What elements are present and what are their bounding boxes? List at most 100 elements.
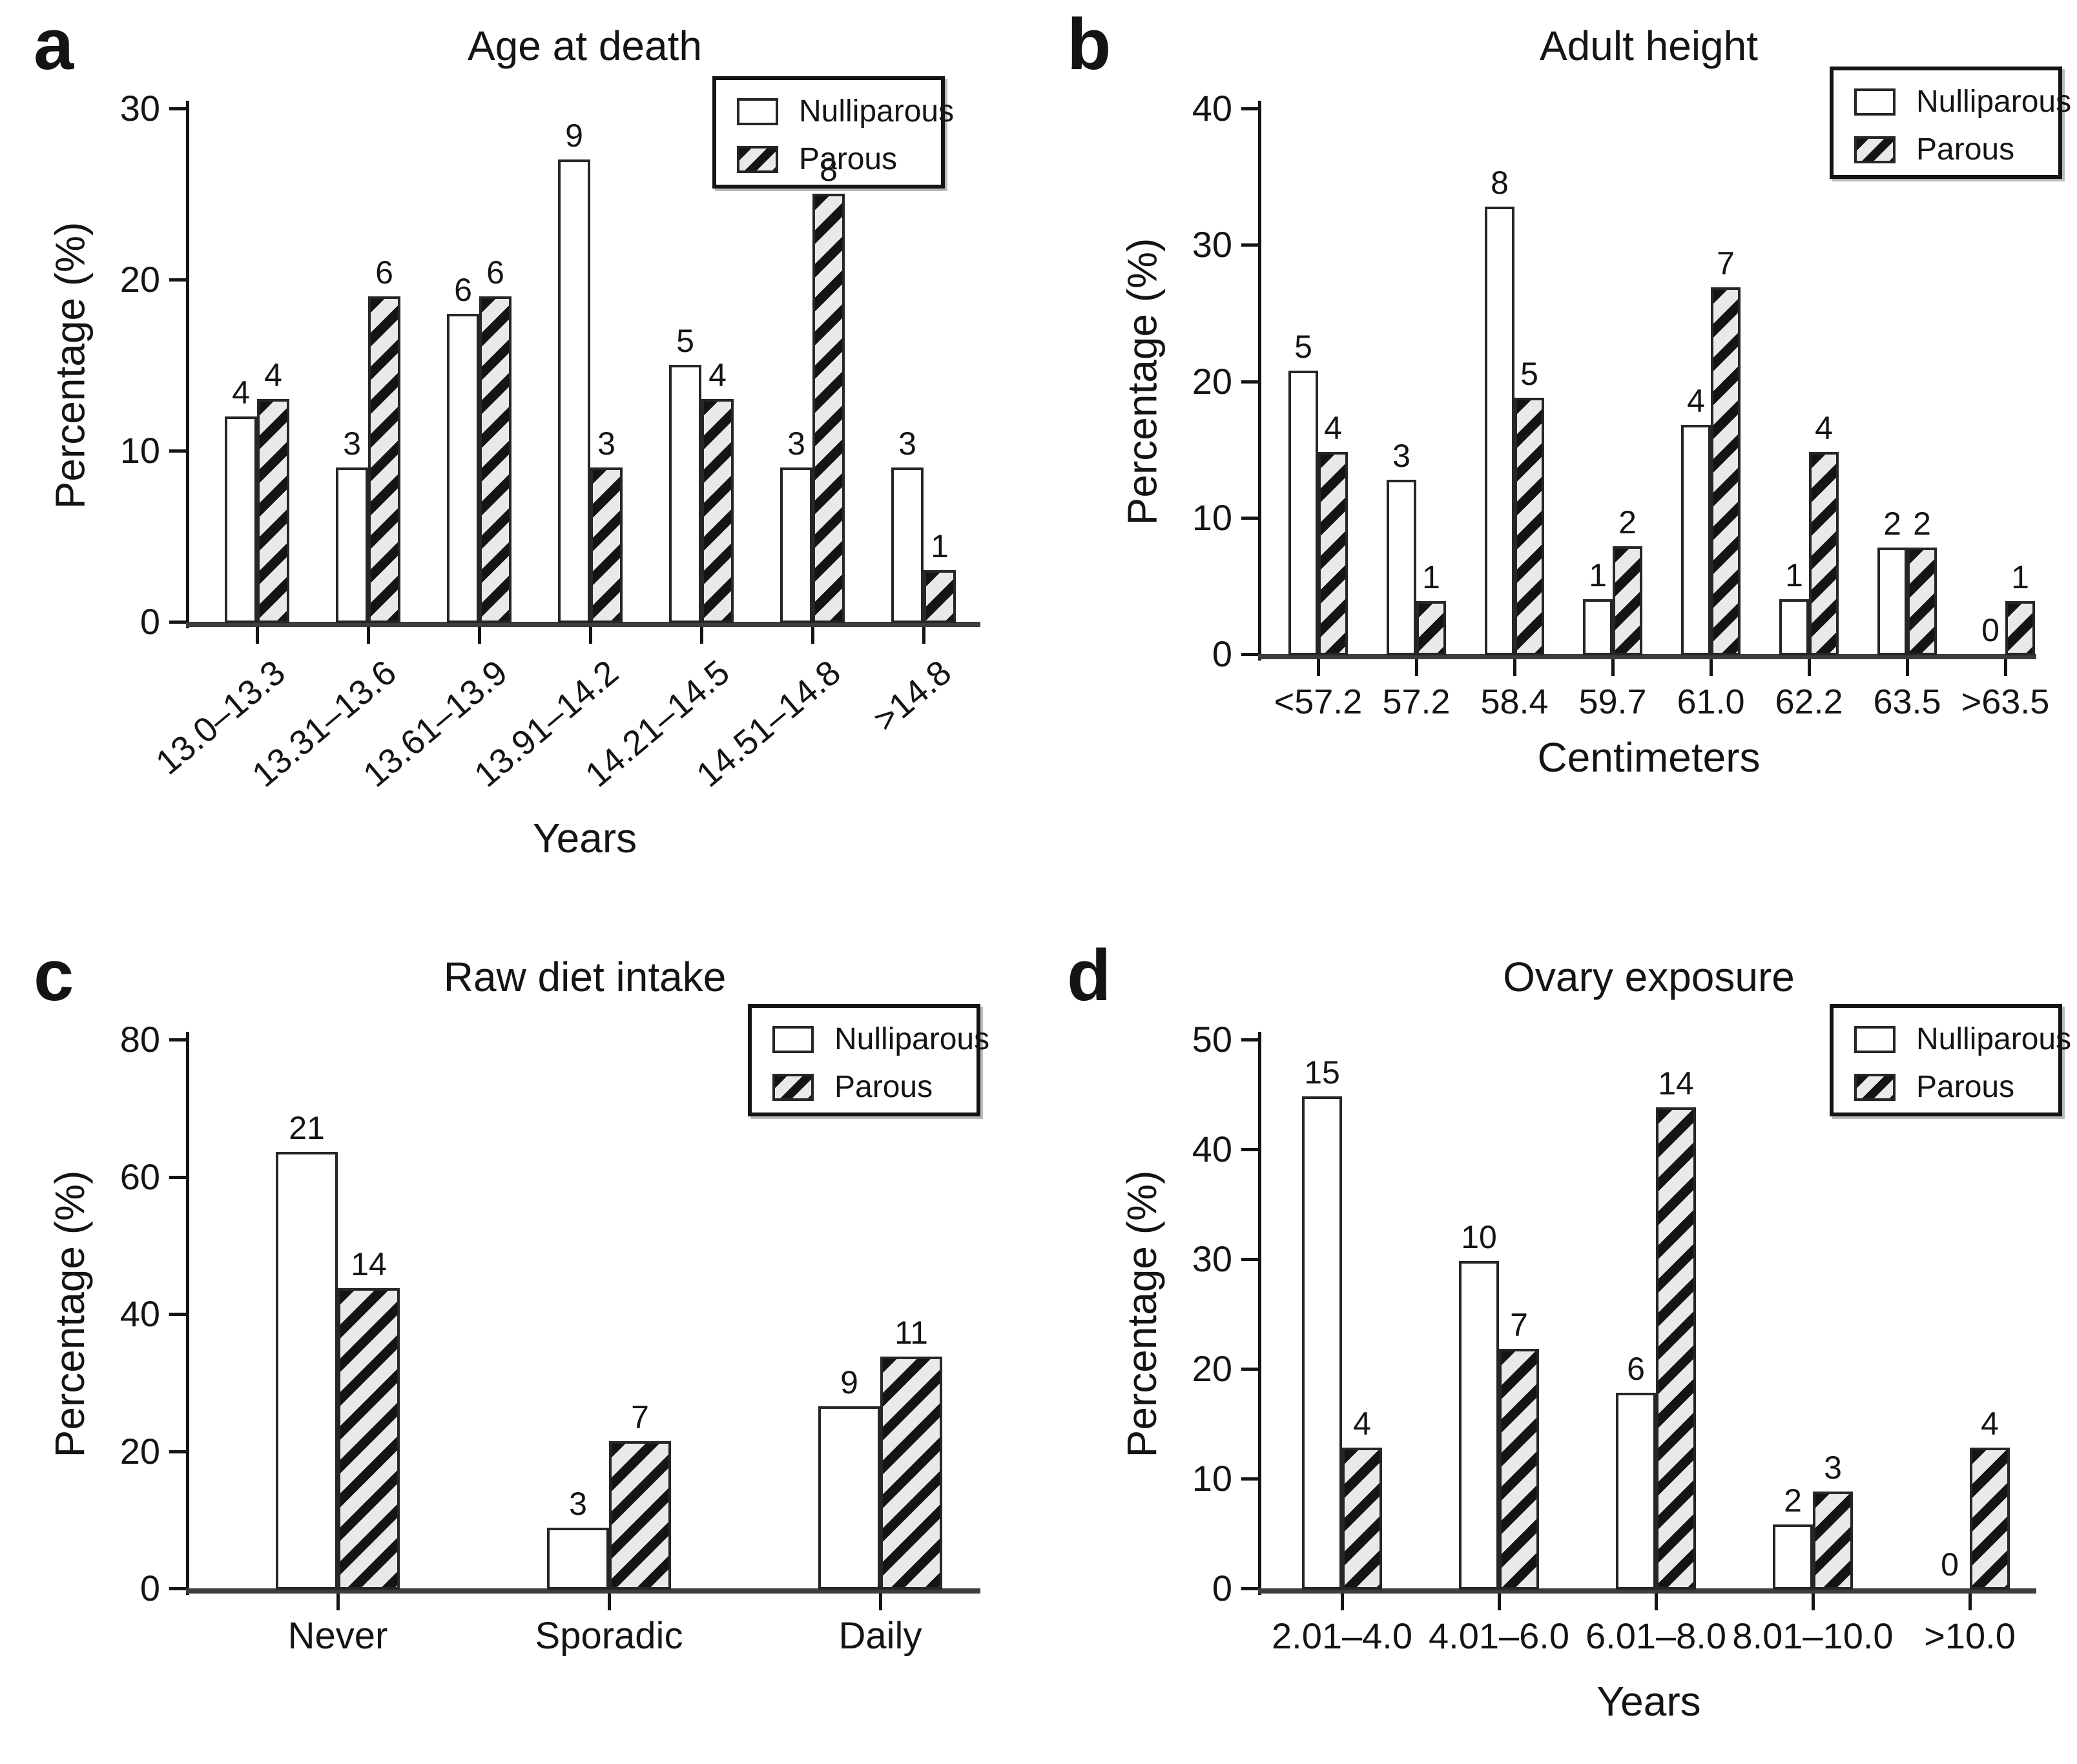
- bar-parous-3: [880, 1357, 942, 1590]
- bar-count-label: 3: [787, 426, 805, 462]
- x-axis: [186, 1588, 980, 1594]
- bar-parous-4: [1813, 1492, 1853, 1590]
- legend-label: Nulliparous: [1916, 1022, 2072, 1056]
- hatched-bar-swatch-icon: [772, 1074, 814, 1101]
- x-tick: [608, 1594, 611, 1610]
- y-axis-title: Percentage (%): [46, 1170, 93, 1458]
- x-tick: [922, 627, 925, 644]
- x-tick: [336, 1594, 340, 1610]
- bar-count-label: 2: [1784, 1482, 1802, 1519]
- legend: Nulliparous Parous: [1830, 1004, 2071, 1116]
- x-tick: [1611, 659, 1615, 676]
- legend: Nulliparous Parous: [1830, 67, 2071, 179]
- y-tick: [1241, 243, 1258, 247]
- x-tick-label: >10.0: [1924, 1615, 2016, 1656]
- bar-count-label: 3: [569, 1486, 587, 1522]
- x-tick: [811, 627, 814, 644]
- bar-count-label: 4: [1353, 1406, 1371, 1442]
- bar-count-label: 0: [1941, 1546, 1959, 1583]
- bar-count-label: 5: [1520, 356, 1538, 392]
- plot-area: 0 10 20 30 40 Percentage (%) 5 4 <57.2 3 1 57.2 8 5 58…: [1064, 12, 2072, 916]
- panel-c-raw-diet-intake: c Raw diet intake Nulliparous Parous 0 20…: [31, 935, 1038, 1764]
- open-bar-swatch-icon: [737, 98, 778, 125]
- bar-count-label: 4: [1324, 410, 1342, 446]
- y-tick-label: 10: [119, 430, 160, 471]
- x-tick: [367, 627, 370, 644]
- plot-area: 0 10 20 30 Percentage (%) 4 4 13.0–13.3 3 6 13.31–…: [31, 12, 1038, 916]
- x-tick: [1341, 1594, 1344, 1610]
- x-tick: [1498, 1594, 1501, 1610]
- x-tick-label: >63.5: [1961, 682, 2050, 721]
- bar-count-label: 3: [1824, 1450, 1842, 1486]
- x-tick-label: 58.4: [1480, 682, 1549, 721]
- panel-d-ovary-exposure: d Ovary exposure Nulliparous Parous 0 10 2…: [1064, 935, 2072, 1764]
- legend: Nulliparous Parous: [712, 76, 954, 189]
- open-bar-swatch-icon: [772, 1026, 814, 1053]
- y-tick: [169, 620, 186, 624]
- panel-letter: a: [34, 4, 74, 85]
- bar-nulliparous-1: [225, 416, 257, 623]
- legend-row-nulliparous: Nulliparous: [737, 96, 954, 128]
- legend-label: Nulliparous: [834, 1022, 990, 1056]
- y-tick-label: 0: [1212, 1568, 1232, 1608]
- y-axis: [186, 101, 189, 628]
- y-tick-label: 30: [1192, 1238, 1232, 1279]
- legend-label: Nulliparous: [799, 94, 955, 128]
- bar-parous-5: [1970, 1448, 2010, 1590]
- bar-count-label: 5: [1294, 329, 1312, 365]
- legend-label: Parous: [1916, 132, 2015, 167]
- y-tick-label: 0: [140, 1568, 160, 1608]
- x-axis-title: Years: [532, 815, 637, 861]
- y-tick-label: 10: [1192, 1458, 1232, 1499]
- x-tick-label: <57.2: [1274, 682, 1363, 721]
- bar-count-label: 4: [708, 357, 727, 393]
- x-tick: [1812, 1594, 1815, 1610]
- legend-row-parous: Parous: [772, 1071, 976, 1103]
- bar-count-label: 10: [1461, 1219, 1497, 1255]
- plot-area: 0 10 20 30 40 50 Percentage (%) 15 4 2.01–4.0 10 7 4…: [1064, 943, 2072, 1764]
- y-tick: [169, 449, 186, 453]
- y-tick-label: 40: [1192, 1129, 1232, 1169]
- panel-title: Adult height: [1539, 23, 1759, 69]
- y-tick: [169, 107, 186, 110]
- bar-parous-4: [590, 467, 623, 623]
- bar-count-label: 3: [898, 426, 916, 462]
- bar-count-label: 6: [375, 254, 393, 291]
- bar-count-label: 1: [931, 528, 949, 564]
- plot-area: 0 20 40 60 80 Percentage (%) 21 14 Never 3 7 Sporad…: [31, 943, 1038, 1764]
- y-tick: [1241, 380, 1258, 384]
- legend-row-nulliparous: Nulliparous: [1854, 1023, 2071, 1056]
- bar-count-label: 6: [1627, 1351, 1645, 1387]
- x-tick-label: 57.2: [1382, 682, 1451, 721]
- y-tick-label: 40: [1192, 88, 1232, 128]
- bar-count-label: 7: [631, 1399, 649, 1435]
- x-tick: [700, 627, 703, 644]
- bar-count-label: 11: [894, 1315, 928, 1351]
- bar-nulliparous-2: [1387, 480, 1416, 655]
- y-tick-label: 30: [1192, 224, 1232, 265]
- bar-parous-4: [1613, 546, 1642, 655]
- x-tick-label: Never: [287, 1615, 388, 1657]
- bar-nulliparous-2: [336, 467, 368, 623]
- legend-label: Parous: [1916, 1070, 2015, 1104]
- y-tick: [1241, 1477, 1258, 1481]
- x-tick-label: Daily: [838, 1615, 922, 1657]
- bar-parous-5: [1711, 287, 1741, 655]
- hatched-bar-swatch-icon: [1854, 1074, 1896, 1101]
- bar-nulliparous-1: [1288, 371, 1318, 655]
- bar-nulliparous-1: [1302, 1096, 1342, 1590]
- open-bar-swatch-icon: [1854, 1026, 1896, 1053]
- bar-count-label: 9: [565, 118, 583, 154]
- x-tick: [1415, 659, 1418, 676]
- bar-count-label: 2: [1913, 506, 1931, 542]
- bar-count-label: 3: [343, 426, 361, 462]
- x-tick-label: 2.01–4.0: [1272, 1615, 1412, 1656]
- bar-parous-7: [924, 570, 956, 623]
- bar-count-label: 15: [1304, 1054, 1340, 1091]
- x-tick: [256, 627, 259, 644]
- x-tick: [1710, 659, 1713, 676]
- legend-label: Parous: [834, 1070, 933, 1104]
- y-axis-title: Percentage (%): [1119, 1170, 1165, 1458]
- legend-row-parous: Parous: [1854, 134, 2058, 166]
